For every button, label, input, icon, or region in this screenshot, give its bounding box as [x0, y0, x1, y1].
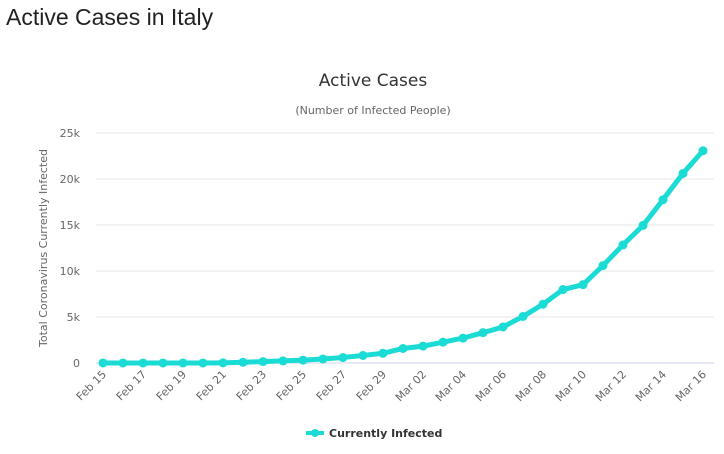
y-tick-label: 0	[73, 357, 80, 370]
data-point	[698, 146, 708, 156]
data-point	[418, 341, 428, 351]
x-tick-label: Feb 25	[274, 368, 309, 403]
data-point	[538, 299, 548, 309]
chart-subtitle: (Number of Infected People)	[295, 104, 450, 117]
data-point	[598, 261, 608, 271]
data-point	[278, 356, 288, 366]
data-point	[198, 358, 208, 368]
data-point	[438, 337, 448, 347]
y-tick-label: 20k	[60, 173, 81, 186]
series-line	[100, 148, 706, 366]
x-tick-label: Feb 15	[74, 368, 109, 403]
data-point	[398, 343, 408, 353]
x-tick-label: Mar 02	[393, 368, 429, 404]
data-point	[638, 220, 648, 230]
data-point	[258, 357, 268, 367]
data-point	[218, 358, 228, 368]
x-tick-label: Feb 21	[194, 368, 229, 403]
data-point	[178, 358, 188, 368]
x-tick-label: Mar 12	[593, 368, 629, 404]
x-tick-label: Mar 08	[513, 368, 549, 404]
x-tick-label: Mar 16	[673, 368, 709, 404]
y-axis-label: Total Coronavirus Currently Infected	[37, 149, 50, 348]
data-point	[338, 353, 348, 363]
x-tick-label: Feb 29	[354, 368, 389, 403]
data-point	[358, 350, 368, 360]
x-tick-label: Feb 19	[154, 368, 189, 403]
data-point	[658, 195, 668, 205]
x-tick-label: Mar 14	[633, 368, 669, 404]
data-point	[118, 358, 128, 368]
y-tick-label: 25k	[60, 127, 81, 140]
data-point	[558, 285, 568, 295]
x-tick-label: Mar 10	[553, 368, 589, 404]
x-tick-label: Feb 17	[114, 368, 149, 403]
data-point	[678, 168, 688, 178]
x-tick-label: Mar 06	[473, 368, 509, 404]
x-tick-label: Mar 04	[433, 368, 469, 404]
data-point	[378, 348, 388, 358]
data-point	[98, 358, 108, 368]
data-point	[578, 280, 588, 290]
data-point	[518, 311, 528, 321]
page-title: Active Cases in Italy	[6, 4, 214, 30]
data-point	[478, 328, 488, 338]
data-point	[238, 357, 248, 367]
y-tick-label: 15k	[60, 219, 81, 232]
data-point	[498, 322, 508, 332]
y-tick-label: 5k	[67, 311, 81, 324]
x-tick-label: Feb 27	[314, 368, 349, 403]
legend-label: Currently Infected	[329, 427, 442, 440]
data-point	[138, 358, 148, 368]
data-point	[618, 240, 628, 250]
y-tick-label: 10k	[60, 265, 81, 278]
data-point	[318, 354, 328, 364]
data-point	[458, 333, 468, 343]
legend-dot-marker	[311, 429, 319, 437]
chart-title: Active Cases	[319, 71, 428, 91]
legend-item[interactable]: Currently Infected	[306, 427, 442, 440]
data-point	[298, 355, 308, 365]
x-tick-label: Feb 23	[234, 368, 269, 403]
data-point	[158, 358, 168, 368]
